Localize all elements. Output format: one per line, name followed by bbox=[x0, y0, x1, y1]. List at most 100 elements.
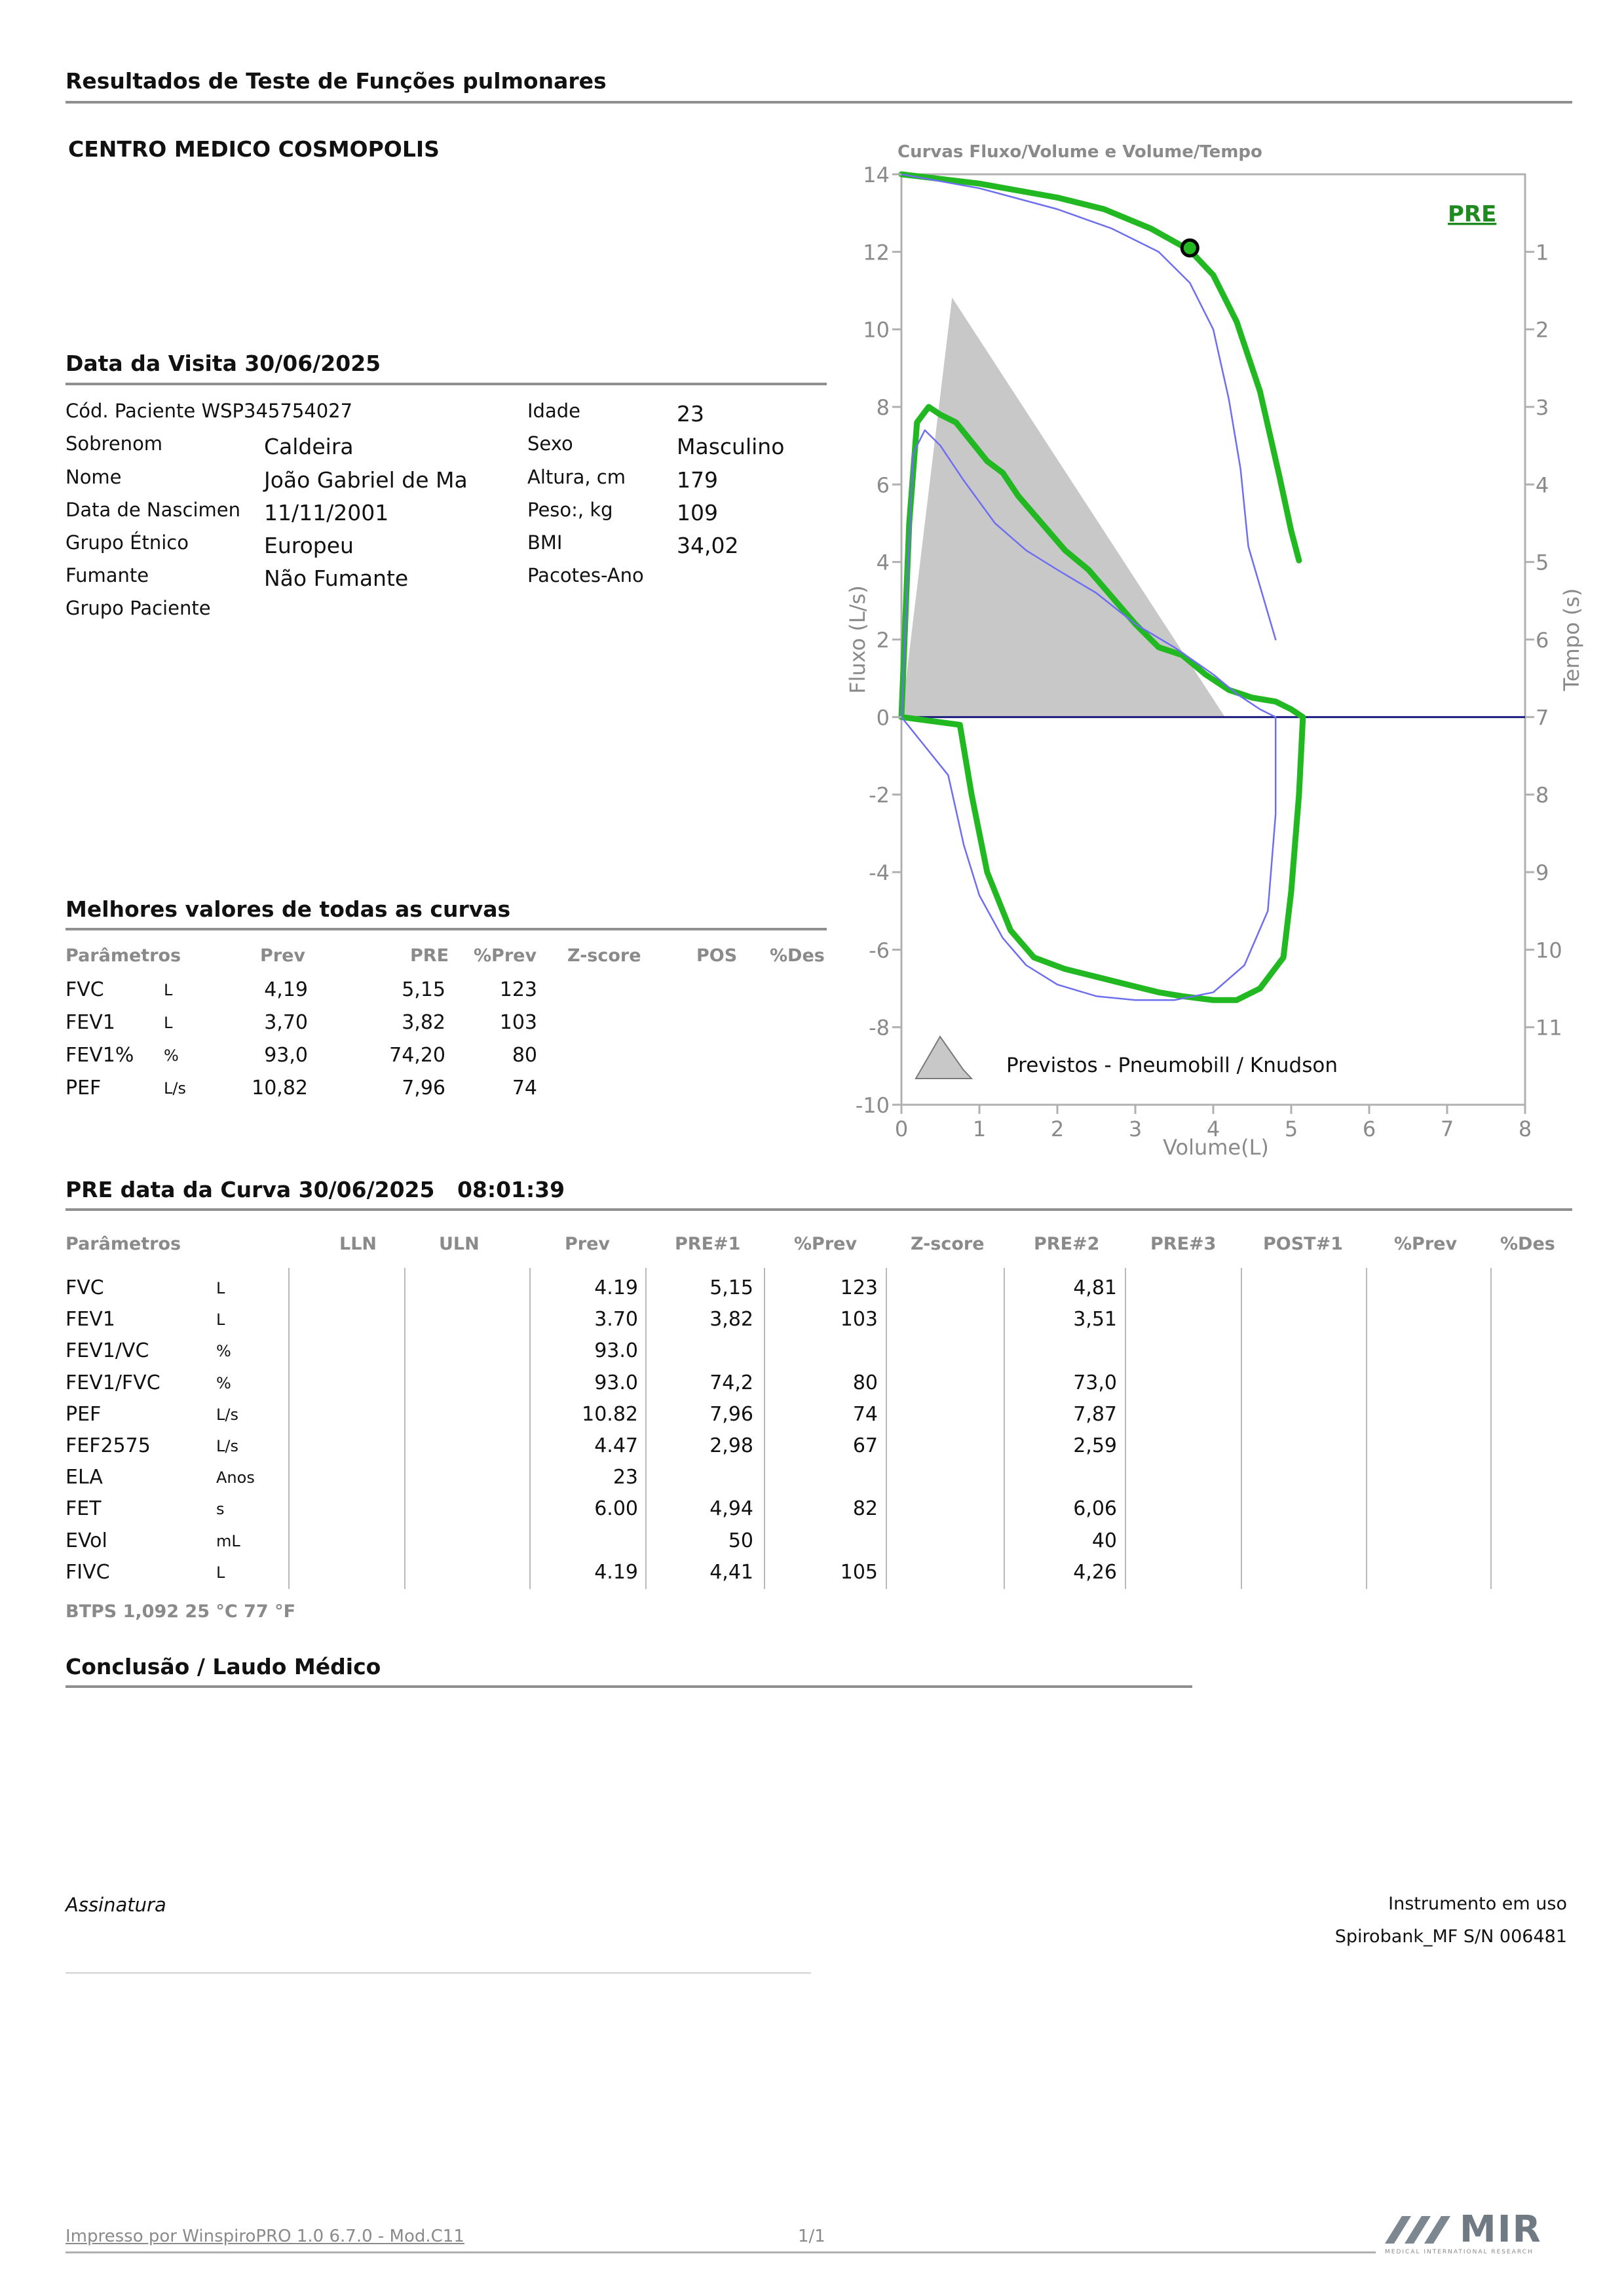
flow-volume-chart: Curvas Fluxo/Volume e Volume/Tempo 0 1 2 3 4… bbox=[845, 142, 1584, 1160]
best-pre: 5,15 bbox=[402, 978, 445, 1001]
best-pre: 74,20 bbox=[389, 1044, 445, 1067]
column-divider bbox=[886, 1268, 887, 1589]
column-divider bbox=[404, 1268, 406, 1589]
predicted-legend-swatch bbox=[915, 1035, 973, 1079]
curve-prev: 4.47 bbox=[594, 1434, 638, 1457]
smoker-label: Fumante bbox=[66, 564, 149, 586]
curve-hdr-pre3: PRE#3 bbox=[1150, 1234, 1217, 1254]
ethnic-group-label: Grupo Étnico bbox=[66, 531, 189, 554]
curve-param: ELA bbox=[66, 1466, 103, 1489]
curve-param: EVol bbox=[66, 1529, 107, 1552]
curve-hdr-prev: Prev bbox=[565, 1234, 611, 1254]
best-hdr-param: Parâmetros bbox=[66, 946, 181, 966]
curve-prev: 4.19 bbox=[594, 1276, 638, 1299]
curve-hdr-post1: POST#1 bbox=[1263, 1234, 1344, 1254]
y-axis-label: Fluxo (L/s) bbox=[845, 585, 870, 694]
curve-prev: 6.00 bbox=[594, 1497, 638, 1521]
chart-area: 0 1 2 3 4 5 6 7 814121086420-2-4-6-8-10123456789… bbox=[856, 163, 1562, 1141]
y2-tick-label: 2 bbox=[1536, 318, 1549, 343]
curve-pprev: 74 bbox=[852, 1402, 878, 1426]
best-hdr-pos: POS bbox=[696, 946, 738, 966]
pre-flow-volume-line bbox=[898, 404, 1306, 1003]
y-tick-label: 14 bbox=[863, 163, 890, 187]
x-tick-label: 0 bbox=[895, 1117, 908, 1141]
y2-tick-label: 6 bbox=[1536, 628, 1549, 653]
curve-prev: 23 bbox=[613, 1466, 638, 1489]
y-tick-label: 6 bbox=[877, 472, 890, 497]
page-number: 1/1 bbox=[798, 2227, 825, 2246]
mir-logo: MIR MEDICAL INTERNATIONAL RESEARCH bbox=[1382, 2207, 1572, 2259]
y2-tick-label: 10 bbox=[1536, 938, 1562, 963]
conclusion-heading: Conclusão / Laudo Médico bbox=[66, 1654, 381, 1679]
age-value: 23 bbox=[677, 401, 704, 427]
column-divider bbox=[1241, 1268, 1242, 1589]
curve-param: FIVC bbox=[66, 1560, 110, 1584]
y2-tick-label: 8 bbox=[1536, 783, 1549, 808]
curve-param: PEF bbox=[66, 1402, 102, 1426]
curve-pre1: 4,41 bbox=[709, 1560, 753, 1584]
y-tick-label: 4 bbox=[877, 550, 890, 575]
y2-tick-label: 3 bbox=[1536, 395, 1549, 420]
curve-hdr-pprev2: %Prev bbox=[1394, 1234, 1458, 1254]
curve-prev: 10.82 bbox=[582, 1402, 638, 1426]
best-heading: Melhores valores de todas as curvas bbox=[66, 896, 511, 922]
btps-note: BTPS 1,092 25 °C 77 °F bbox=[66, 1601, 296, 1622]
best-prev: 93,0 bbox=[264, 1044, 308, 1067]
x-tick-label: 2 bbox=[1051, 1117, 1064, 1141]
curve-pre2: 73,0 bbox=[1073, 1371, 1117, 1394]
header-rule bbox=[66, 101, 1572, 104]
curve-pprev: 82 bbox=[852, 1497, 878, 1521]
instrument-label: Instrumento em uso bbox=[1388, 1894, 1567, 1914]
curve-unit: % bbox=[216, 1342, 231, 1361]
curve-param: FEV1/VC bbox=[66, 1339, 149, 1363]
curve-heading: PRE data da Curva 30/06/2025 08:01:39 bbox=[66, 1177, 565, 1202]
curve-pre2: 3,51 bbox=[1073, 1308, 1117, 1331]
curve-unit: % bbox=[216, 1373, 231, 1392]
curve-param: FEV1 bbox=[66, 1308, 115, 1331]
age-label: Idade bbox=[527, 400, 580, 422]
curve-pre1: 2,98 bbox=[709, 1434, 753, 1457]
legend-pre: PRE bbox=[1448, 201, 1496, 227]
y2-tick-label: 1 bbox=[1536, 240, 1549, 265]
x-tick-label: 6 bbox=[1363, 1117, 1376, 1141]
mir-logo-mark bbox=[1385, 2216, 1450, 2244]
curve-param: FVC bbox=[66, 1276, 104, 1299]
curve-param: FEF2575 bbox=[66, 1434, 151, 1457]
curve-pre2: 6,06 bbox=[1073, 1497, 1117, 1521]
best-rule bbox=[66, 928, 827, 930]
x-tick-label: 8 bbox=[1519, 1117, 1532, 1141]
predicted-legend-label: Previstos - Pneumobill / Knudson bbox=[1006, 1054, 1338, 1077]
signature-label: Assinatura bbox=[66, 1894, 166, 1916]
curve-unit: L bbox=[216, 1563, 225, 1582]
x-tick-label: 5 bbox=[1285, 1117, 1298, 1141]
curve-pre1: 4,94 bbox=[709, 1497, 753, 1521]
chart-title: Curvas Fluxo/Volume e Volume/Tempo bbox=[897, 142, 1262, 162]
best-pre: 7,96 bbox=[402, 1077, 445, 1100]
y2-tick-label: 11 bbox=[1536, 1016, 1562, 1041]
y2-tick-label: 9 bbox=[1536, 860, 1549, 885]
best-unit: L/s bbox=[164, 1079, 186, 1098]
best-pprev: 103 bbox=[499, 1011, 537, 1034]
curve-rule bbox=[66, 1208, 1572, 1211]
curve-unit: L/s bbox=[216, 1437, 238, 1455]
name-value: João Gabriel de Ma bbox=[264, 467, 468, 493]
best-hdr-pre: PRE bbox=[410, 946, 449, 966]
ethnic-group-value: Europeu bbox=[264, 533, 354, 558]
mir-logo-subtext: MEDICAL INTERNATIONAL RESEARCH bbox=[1385, 2249, 1534, 2255]
x-tick-label: 4 bbox=[1207, 1117, 1220, 1141]
weight-label: Peso:, kg bbox=[527, 499, 613, 521]
smoker-value: Não Fumante bbox=[264, 565, 409, 591]
height-value: 179 bbox=[677, 467, 718, 493]
curve-unit: L bbox=[216, 1311, 225, 1330]
best-prev: 3,70 bbox=[264, 1011, 308, 1034]
best-param: FEV1 bbox=[66, 1011, 115, 1034]
curve-pprev: 67 bbox=[852, 1434, 878, 1457]
curve-pre1: 50 bbox=[728, 1529, 753, 1552]
best-param: FVC bbox=[66, 978, 104, 1001]
best-hdr-pdes: %Des bbox=[770, 946, 825, 966]
curve-hdr-pdes: %Des bbox=[1500, 1234, 1555, 1254]
sex-value: Masculino bbox=[677, 434, 785, 459]
curve-pprev: 80 bbox=[852, 1371, 878, 1394]
curve-pre2: 7,87 bbox=[1073, 1402, 1117, 1426]
pack-years-label: Pacotes-Ano bbox=[527, 564, 644, 586]
